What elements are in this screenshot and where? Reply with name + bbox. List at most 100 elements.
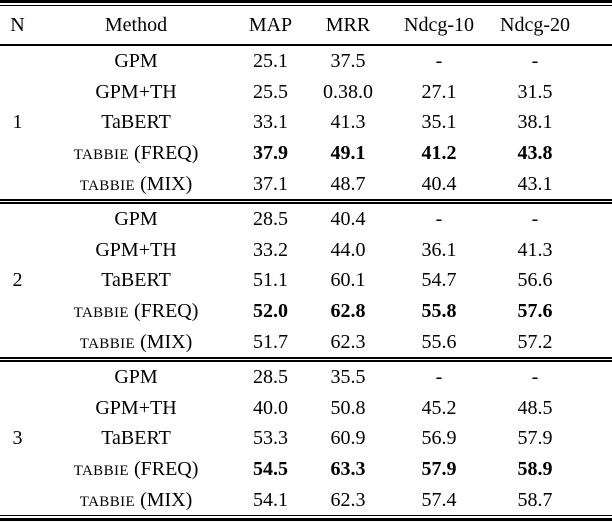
value-cell: 31.5 [517, 80, 553, 103]
table-header: N Method MAP MRR Ndcg-10 Ndcg-20 [0, 6, 612, 45]
value-cell: - [531, 366, 539, 389]
value-cell: - [531, 208, 539, 231]
value-cell: 45.2 [421, 396, 457, 419]
value-cell: 53.3 [253, 427, 288, 450]
method-name-smallcaps: TABBIE [79, 493, 136, 510]
value-cell: - [531, 50, 539, 73]
value-cell: 58.9 [517, 458, 553, 481]
value-cell: 33.2 [253, 238, 288, 261]
table-header-row: N Method MAP MRR Ndcg-10 Ndcg-20 [0, 6, 612, 45]
column-header-ndcg-10: Ndcg-10 [404, 13, 474, 36]
value-cell: 51.7 [253, 330, 288, 353]
column-header-map: MAP [248, 13, 293, 36]
method-cell: TaBERT [35, 423, 237, 454]
method-name-smallcaps: TABBIE [73, 305, 129, 322]
value-cell: 57.6 [517, 300, 553, 323]
table-row: 2 GPM 28.5 40.4 - - [0, 201, 612, 290]
column-header-mrr: MRR [325, 13, 371, 36]
value-cell: - [435, 366, 443, 389]
value-cell: 43.8 [517, 142, 553, 165]
value-cell: 48.7 [330, 172, 366, 195]
method-name: GPM [114, 50, 158, 73]
method-name: GPM+TH [95, 80, 177, 103]
top-rule-heavy [0, 0, 612, 3]
method-cell: TABBIE (MIX) [35, 326, 237, 359]
value-cell: 43.1 [517, 172, 553, 195]
table-row: TABBIE (MIX) 51.7 62.3 55.6 57.2 [0, 326, 612, 359]
table-row: TABBIE (MIX) 37.1 48.7 40.4 43.1 [0, 168, 612, 201]
method-cell: GPM+TH [35, 393, 237, 424]
method-cell: GPM [35, 45, 237, 77]
method-name: GPM+TH [95, 238, 177, 261]
top-rule-light [0, 5, 612, 6]
value-cell: - [435, 208, 443, 231]
method-name: (MIX) [135, 330, 193, 353]
method-cell: GPM+TH [35, 235, 237, 266]
method-cell: TABBIE (FREQ) [35, 454, 237, 485]
value-cell: 62.8 [330, 300, 366, 323]
value-cell: 58.7 [517, 488, 553, 511]
method-name-smallcaps: TABBIE [73, 463, 129, 480]
column-header-n: N [10, 13, 25, 36]
column-header-method: Method [104, 13, 168, 36]
value-cell: 41.3 [330, 111, 366, 134]
n-cell: 3 [12, 427, 23, 450]
table-row: TaBERT 33.1 41.3 35.1 38.1 [0, 107, 612, 138]
method-cell: GPM [35, 201, 237, 234]
table-row: TaBERT 53.3 60.9 56.9 57.9 [0, 423, 612, 454]
value-cell: 40.0 [253, 396, 288, 419]
table-row: TABBIE (FREQ) 52.0 62.8 55.8 57.6 [0, 296, 612, 327]
method-cell: TaBERT [35, 265, 237, 296]
table-row: 1 GPM 25.1 37.5 - - [0, 45, 612, 132]
value-cell: 36.1 [421, 238, 457, 261]
value-cell: 62.3 [330, 330, 366, 353]
value-cell: 41.2 [421, 142, 457, 165]
method-name: TaBERT [101, 111, 171, 134]
table-row: TABBIE (FREQ) 37.9 49.1 41.2 43.8 [0, 138, 612, 169]
table-block-n1: 1 GPM 25.1 37.5 - - GPM+TH 25.5 0.38.0 27.1 31.5 Ta… [0, 45, 612, 201]
method-name-smallcaps: TABBIE [79, 335, 136, 352]
value-cell: 57.9 [421, 458, 457, 481]
value-cell: 56.6 [517, 269, 553, 292]
value-cell: 0.38.0 [323, 80, 373, 103]
value-cell: 48.5 [517, 396, 553, 419]
value-cell: 37.9 [253, 142, 288, 165]
method-name: TaBERT [101, 427, 171, 450]
method-name: (MIX) [135, 488, 193, 511]
value-cell: 37.1 [253, 172, 288, 195]
value-cell: 40.4 [330, 208, 366, 231]
method-name-smallcaps: TABBIE [79, 177, 136, 194]
value-cell: 49.1 [330, 142, 366, 165]
value-cell: 28.5 [253, 208, 288, 231]
method-cell: GPM [35, 359, 237, 392]
value-cell: 25.1 [253, 50, 288, 73]
value-cell: 60.1 [330, 269, 366, 292]
method-name: (FREQ) [128, 300, 199, 323]
method-name: (FREQ) [128, 142, 199, 165]
value-cell: 40.4 [421, 172, 457, 195]
value-cell: 50.8 [330, 396, 366, 419]
value-cell: 27.1 [421, 80, 457, 103]
value-cell: 35.5 [330, 366, 366, 389]
value-cell: 28.5 [253, 366, 288, 389]
n-cell: 2 [12, 269, 23, 292]
table-row: GPM+TH 40.0 50.8 45.2 48.5 [0, 393, 612, 424]
results-table: N Method MAP MRR Ndcg-10 Ndcg-20 1 GPM 25.1 37.5… [0, 6, 612, 515]
value-cell: 25.5 [253, 80, 288, 103]
column-header-ndcg-20: Ndcg-20 [500, 13, 570, 36]
method-cell: GPM+TH [35, 77, 237, 108]
table-row: GPM+TH 25.5 0.38.0 27.1 31.5 [0, 77, 612, 108]
method-cell: TABBIE (FREQ) [35, 296, 237, 327]
value-cell: 41.3 [517, 238, 553, 261]
value-cell: 57.4 [421, 488, 457, 511]
method-name: GPM [114, 208, 158, 231]
value-cell: 56.9 [421, 427, 457, 450]
value-cell: 57.2 [517, 330, 553, 353]
value-cell: 55.8 [421, 300, 457, 323]
method-name: TaBERT [101, 269, 171, 292]
method-name: (FREQ) [128, 458, 199, 481]
method-cell: TaBERT [35, 107, 237, 138]
method-name: (MIX) [135, 172, 193, 195]
value-cell: 60.9 [330, 427, 366, 450]
